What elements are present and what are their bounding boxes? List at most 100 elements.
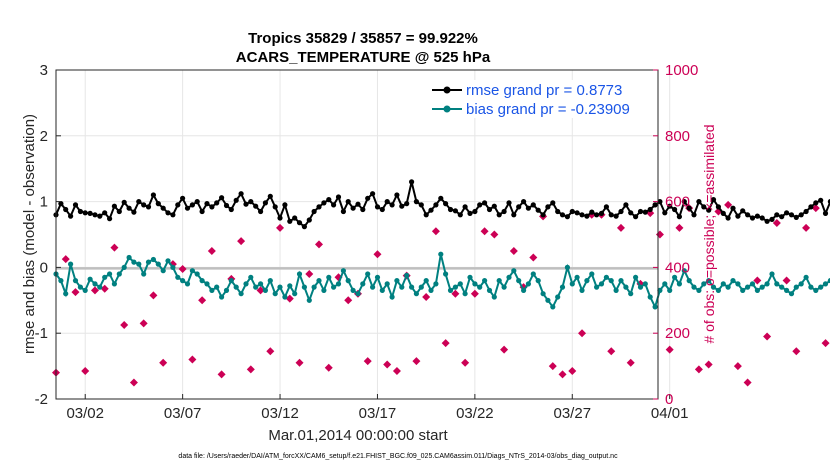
obs-count-point bbox=[207, 246, 216, 255]
x-axis-label: Mar.01,2014 00:00:00 start bbox=[268, 427, 448, 444]
bias-point bbox=[525, 281, 532, 287]
rmse-point bbox=[423, 212, 429, 218]
bias-point bbox=[384, 281, 390, 287]
rmse-point bbox=[735, 213, 741, 219]
rmse-point bbox=[272, 204, 278, 210]
obs-count-point bbox=[509, 246, 518, 255]
bias-point bbox=[77, 284, 83, 290]
bias-point bbox=[243, 281, 249, 287]
bias-point bbox=[399, 284, 405, 290]
rmse-point bbox=[745, 212, 751, 218]
plot-frame bbox=[55, 69, 659, 400]
obs-count-point bbox=[422, 293, 431, 302]
bias-point bbox=[136, 261, 142, 267]
y2-tick-label: 600 bbox=[665, 194, 690, 211]
rmse-point bbox=[404, 201, 410, 207]
rmse-point bbox=[647, 206, 653, 213]
bias-point bbox=[803, 274, 809, 280]
bias-point bbox=[628, 291, 634, 297]
obs-count-point bbox=[412, 357, 421, 366]
bias-point bbox=[788, 291, 795, 297]
rmse-point bbox=[443, 201, 449, 207]
rmse-point bbox=[545, 204, 551, 210]
bias-point bbox=[404, 272, 410, 278]
bias-point bbox=[345, 278, 351, 284]
bias-point bbox=[652, 304, 658, 310]
rmse-point bbox=[145, 204, 152, 210]
chart-title: Tropics 35829 / 35857 = 99.922% bbox=[248, 30, 478, 47]
obs-count-point bbox=[490, 230, 499, 239]
y2-tick-label: 0 bbox=[665, 391, 673, 408]
rmse-point bbox=[506, 200, 512, 206]
bias-point bbox=[608, 278, 614, 284]
rmse-point bbox=[253, 203, 259, 209]
bias-point bbox=[58, 278, 64, 284]
bias-point bbox=[754, 287, 761, 293]
bias-point bbox=[672, 274, 678, 280]
bias-point bbox=[681, 268, 687, 274]
rmse-point bbox=[642, 209, 648, 215]
rmse-point bbox=[194, 199, 200, 205]
rmse-point bbox=[238, 191, 244, 197]
bias-point bbox=[370, 284, 376, 290]
rmse-point bbox=[477, 202, 483, 208]
bias-point bbox=[764, 281, 770, 287]
rmse-point bbox=[248, 199, 254, 205]
bias-point bbox=[189, 268, 195, 274]
bias-point bbox=[598, 281, 605, 287]
bias-point bbox=[720, 281, 726, 287]
bias-point bbox=[233, 284, 239, 290]
rmse-point bbox=[379, 206, 385, 213]
obs-count-point bbox=[548, 362, 557, 371]
rmse-point bbox=[491, 203, 497, 209]
rmse-point bbox=[521, 199, 527, 205]
x-tick-label: 03/07 bbox=[164, 405, 202, 422]
y-axis-label: rmse and bias (model - observation) bbox=[21, 114, 38, 354]
bias-point bbox=[350, 287, 356, 293]
obs-count-point bbox=[743, 378, 752, 387]
rmse-point bbox=[555, 208, 561, 215]
rmse-point bbox=[550, 200, 556, 206]
obs-count-point bbox=[90, 286, 99, 295]
obs-count-point bbox=[178, 265, 187, 274]
rmse-point bbox=[608, 212, 614, 218]
rmse-point bbox=[667, 203, 673, 209]
bias-point bbox=[145, 259, 152, 265]
rmse-point bbox=[107, 216, 113, 222]
rmse-point bbox=[92, 212, 98, 218]
bias-point bbox=[696, 287, 702, 293]
rmse-point bbox=[326, 197, 332, 203]
rmse-point bbox=[243, 201, 249, 207]
bias-point bbox=[219, 294, 225, 300]
bias-point bbox=[740, 287, 746, 293]
rmse-point bbox=[725, 215, 731, 221]
rmse-point bbox=[282, 202, 288, 208]
rmse-point bbox=[175, 202, 181, 208]
bias-point bbox=[574, 274, 580, 280]
obs-count-point bbox=[607, 347, 616, 356]
bias-point bbox=[501, 284, 507, 290]
rmse-point bbox=[633, 214, 639, 220]
obs-count-point bbox=[441, 339, 450, 348]
rmse-point bbox=[68, 213, 74, 219]
bias-series bbox=[53, 251, 830, 310]
rmse-point bbox=[365, 195, 371, 201]
rmse-point bbox=[409, 179, 415, 185]
bias-point bbox=[633, 274, 639, 280]
rmse-point bbox=[355, 201, 361, 207]
bias-point bbox=[559, 284, 566, 290]
bias-point bbox=[769, 271, 775, 277]
bias-point bbox=[555, 294, 561, 300]
rmse-point bbox=[618, 208, 624, 215]
y2-tick-label: 800 bbox=[665, 128, 690, 145]
rmse-point bbox=[779, 214, 785, 220]
bias-point bbox=[462, 291, 468, 297]
bias-point bbox=[223, 287, 230, 293]
rmse-point bbox=[447, 206, 454, 213]
bias-point bbox=[355, 291, 361, 297]
rmse-point bbox=[189, 202, 195, 208]
rmse-point bbox=[228, 206, 234, 213]
obs-count-point bbox=[733, 362, 742, 371]
y2-tick-label: 200 bbox=[665, 325, 690, 342]
bias-point bbox=[311, 284, 317, 290]
